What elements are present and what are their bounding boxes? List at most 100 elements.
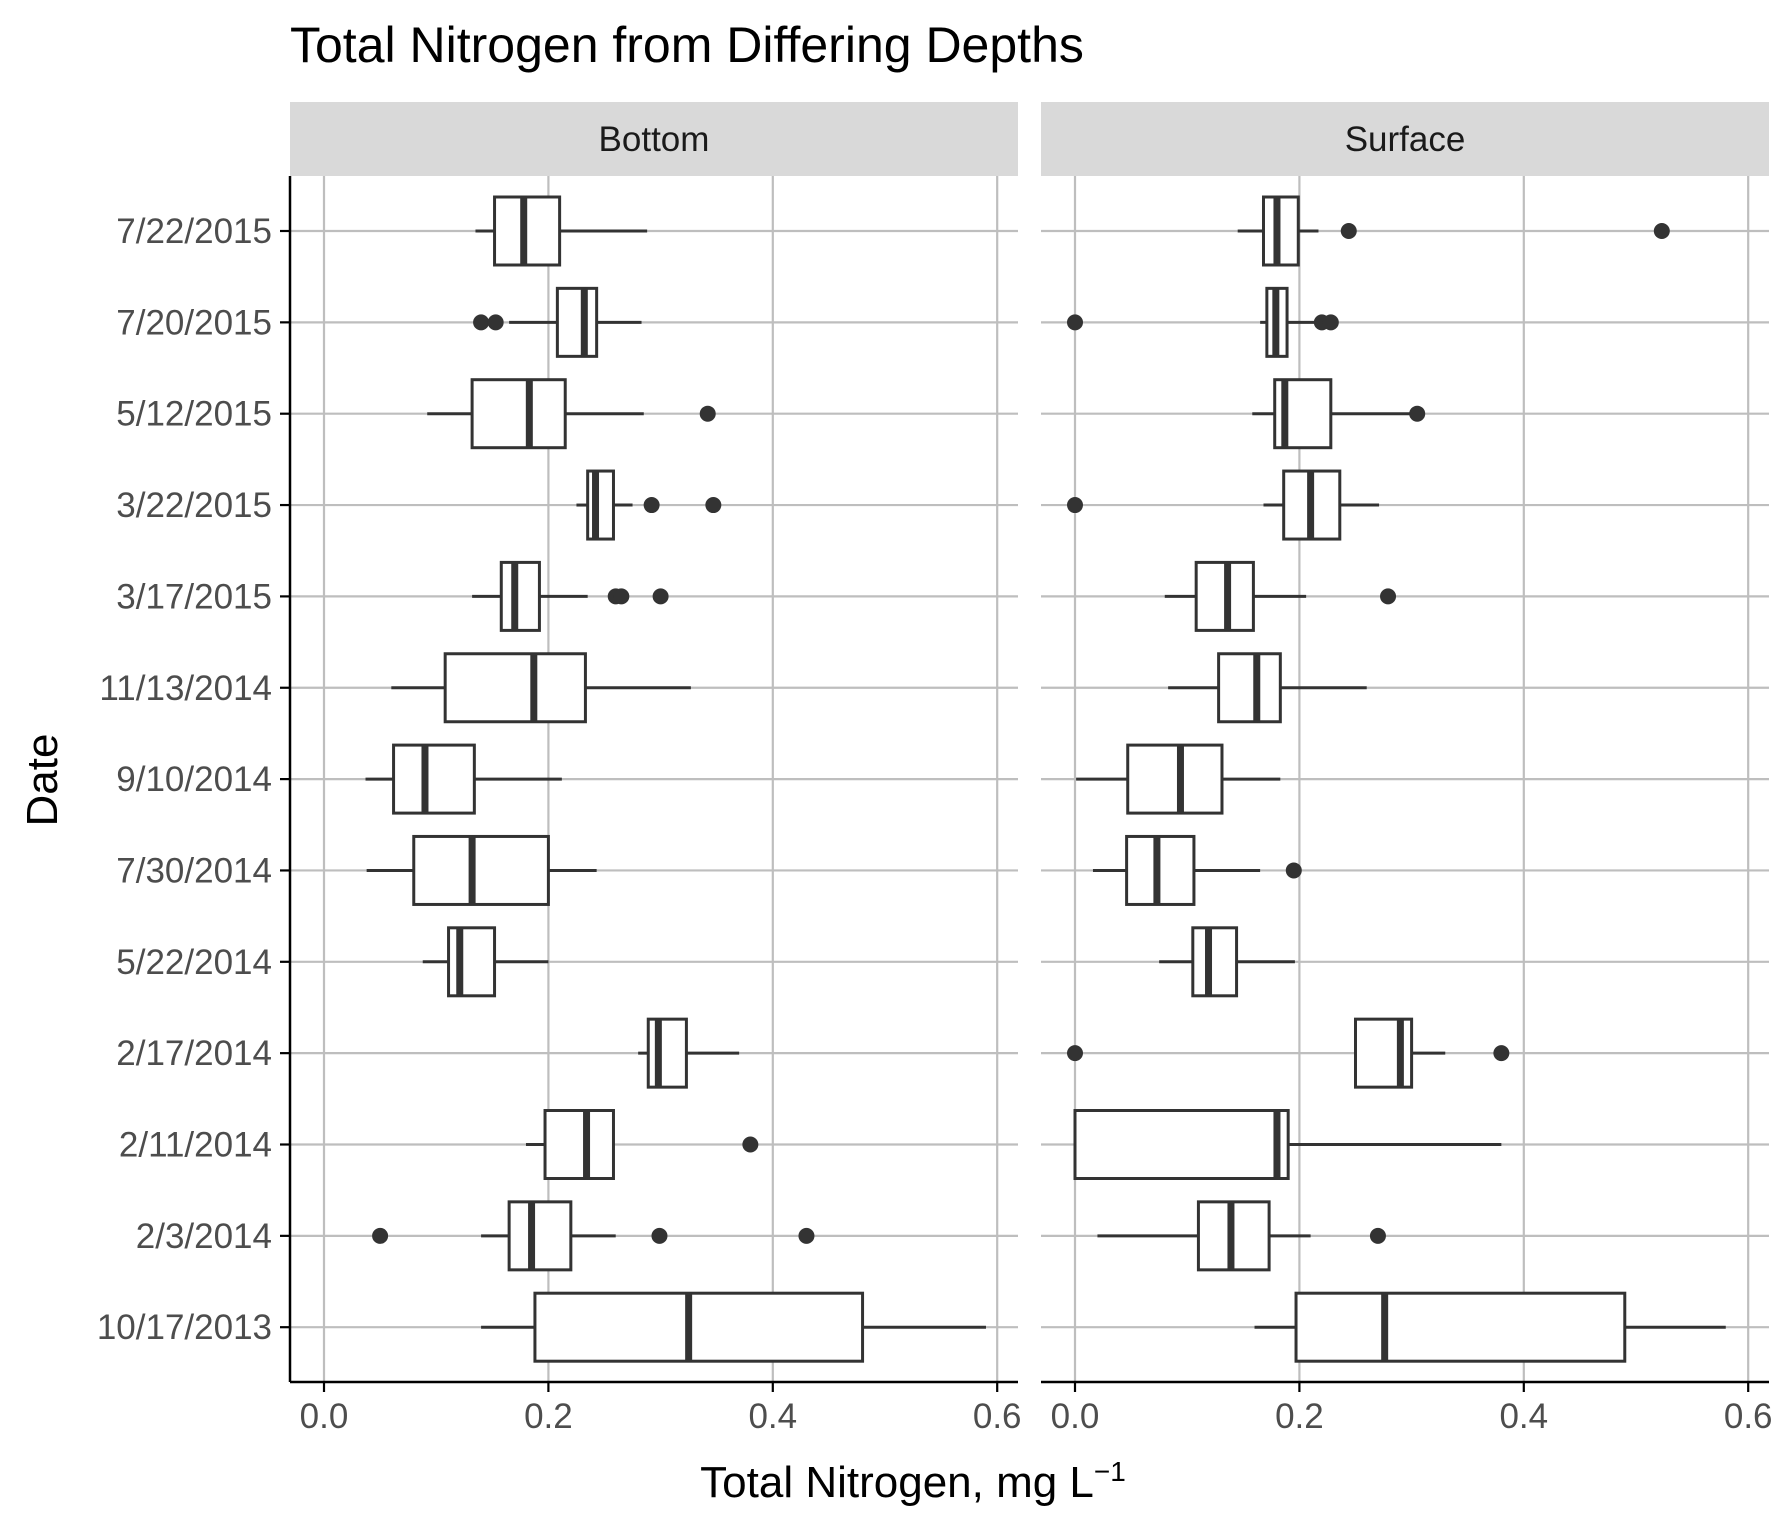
y-tick-label: 2/11/2014	[119, 1126, 272, 1165]
outlier-point	[742, 1136, 759, 1153]
box-5/12/2015	[1252, 378, 1426, 450]
box-iqr	[470, 378, 567, 450]
x-tick-label: 0.4	[748, 1397, 797, 1436]
outlier-point	[798, 1227, 815, 1244]
box-2/11/2014	[525, 1109, 759, 1180]
box-iqr	[533, 1291, 865, 1363]
x-tick-label: 0.4	[1499, 1397, 1548, 1436]
outlier-point	[487, 314, 504, 331]
box-7/30/2014	[366, 834, 597, 906]
box-11/13/2014	[391, 652, 691, 724]
y-tick-label: 7/30/2014	[116, 851, 272, 890]
outlier-point	[1653, 223, 1670, 239]
box-iqr	[1217, 652, 1282, 724]
outlier-point	[1409, 405, 1426, 422]
box-iqr	[499, 560, 541, 632]
outlier-point	[1380, 588, 1397, 605]
outlier-point	[705, 497, 722, 514]
box-iqr	[412, 834, 550, 906]
y-tick-label: 10/17/2013	[97, 1308, 272, 1347]
outlier-point	[1285, 862, 1302, 879]
box-9/10/2014	[365, 743, 562, 815]
panels: Bottom 0.0 0.2 0.4 0.6 7/22/2015 7/20/2015 5/12…	[97, 102, 1773, 1436]
box-iqr	[1126, 743, 1224, 815]
outlier-point	[1067, 314, 1083, 331]
box-iqr	[447, 926, 497, 998]
outlier-point	[643, 497, 660, 514]
y-tick-label: 2/3/2014	[136, 1217, 272, 1256]
y-tick-label: 2/17/2014	[116, 1034, 272, 1073]
y-tick-label: 5/22/2014	[116, 943, 272, 982]
box-iqr	[586, 469, 615, 541]
box-3/17/2015	[472, 560, 669, 632]
x-tick-label: 0.6	[1724, 1397, 1773, 1436]
box-2/17/2014	[638, 1017, 740, 1089]
box-iqr	[507, 1200, 573, 1272]
outlier-point	[1340, 223, 1357, 239]
x-tick-label: 0.0	[300, 1397, 349, 1436]
box-2/3/2014	[372, 1200, 815, 1272]
y-tick-label: 7/20/2015	[116, 303, 272, 342]
box-11/13/2014	[1168, 652, 1367, 724]
facet-strip	[1041, 102, 1769, 176]
box-iqr	[543, 1109, 615, 1180]
outlier-point	[699, 405, 716, 422]
box-2/17/2014	[1067, 1017, 1510, 1089]
x-tick-label: 0.2	[524, 1397, 573, 1436]
y-axis-title: Date	[18, 734, 67, 827]
box-2/11/2014	[1073, 1109, 1502, 1180]
x-axis-title-superscript: −1	[1094, 1456, 1126, 1487]
outlier-point	[651, 1227, 668, 1244]
box-iqr	[646, 1017, 688, 1089]
x-tick-label: 0.2	[1275, 1397, 1324, 1436]
outlier-point	[1369, 1227, 1386, 1244]
outlier-point	[473, 314, 490, 331]
box-7/20/2015	[1067, 286, 1339, 358]
x-tick-label: 0.0	[1051, 1397, 1100, 1436]
box-iqr	[1261, 195, 1300, 267]
box-iqr	[1294, 1291, 1627, 1363]
outlier-point	[372, 1227, 389, 1244]
box-iqr	[1191, 926, 1239, 998]
facet-strip-label: Bottom	[599, 120, 710, 159]
panel-bottom: Bottom 0.0 0.2 0.4 0.6 7/22/2015 7/20/2015 5/12…	[97, 102, 1022, 1436]
box-7/30/2014	[1092, 834, 1302, 906]
x-tick-label: 0.6	[973, 1397, 1022, 1436]
y-tick-label: 11/13/2014	[99, 669, 272, 708]
box-7/22/2015	[1237, 195, 1670, 267]
box-iqr	[555, 286, 599, 358]
box-3/22/2015	[1067, 469, 1380, 541]
outlier-point	[1493, 1045, 1510, 1062]
chart-title: Total Nitrogen from Differing Depths	[290, 17, 1084, 73]
y-tick-label: 5/12/2015	[116, 395, 272, 434]
box-3/17/2015	[1164, 560, 1397, 632]
y-tick-label: 7/22/2015	[116, 212, 272, 251]
y-tick-label: 3/17/2015	[116, 577, 272, 616]
x-axis-title: Total Nitrogen, mg L−1	[700, 1456, 1126, 1507]
x-axis-title-text: Total Nitrogen, mg L	[700, 1458, 1094, 1507]
facet-strip	[290, 102, 1018, 176]
outlier-point	[652, 588, 669, 605]
box-9/10/2014	[1076, 743, 1281, 815]
box-10/17/2013	[481, 1291, 986, 1363]
box-5/22/2014	[422, 926, 549, 998]
panel-surface: Surface 0.0 0.2 0.4 0.6	[1041, 102, 1773, 1436]
outlier-point	[613, 588, 630, 605]
box-iqr	[392, 743, 476, 815]
box-3/22/2015	[576, 469, 722, 541]
box-7/22/2015	[475, 195, 648, 267]
y-tick-label: 3/22/2015	[116, 486, 272, 525]
box-2/3/2014	[1097, 1200, 1386, 1272]
facet-strip-label: Surface	[1345, 120, 1466, 159]
box-7/20/2015	[473, 286, 642, 358]
box-iqr	[1073, 1109, 1290, 1180]
outlier-point	[1067, 497, 1083, 514]
outlier-point	[1067, 1045, 1083, 1062]
outlier-point	[1322, 314, 1339, 331]
box-5/12/2015	[427, 378, 716, 450]
box-iqr	[443, 652, 587, 724]
box-10/17/2013	[1254, 1291, 1726, 1363]
box-5/22/2014	[1159, 926, 1295, 998]
